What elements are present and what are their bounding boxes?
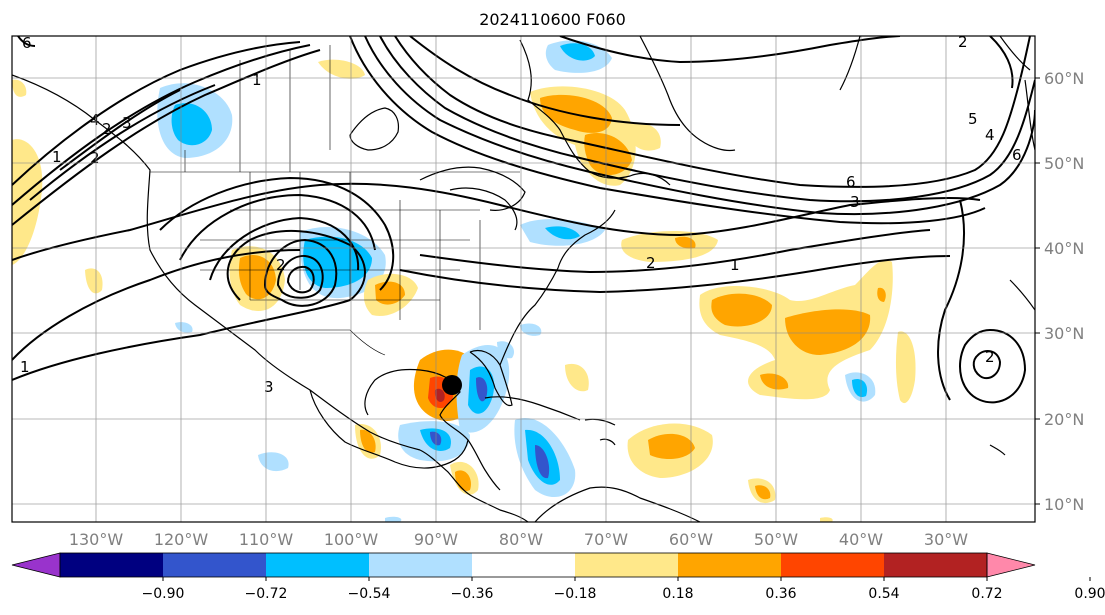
colorbar-frame xyxy=(59,552,988,578)
contour-label: 2 xyxy=(102,120,112,138)
map-frame xyxy=(11,35,1036,523)
contour-label: 4 xyxy=(985,126,995,144)
colorbar-label: 0.90 xyxy=(1074,586,1105,602)
colorbar-label: −0.72 xyxy=(245,586,288,602)
longitude-label: 90°W xyxy=(414,530,458,549)
contour-label: 2 xyxy=(646,254,656,272)
colorbar: −0.90 −0.72 −0.54 −0.36 −0.18 0.18 0.36 0.54 0.7… xyxy=(11,552,1105,602)
contour-label: 2 xyxy=(958,33,968,51)
longitude-label: 80°W xyxy=(499,530,543,549)
contour-label: 3 xyxy=(850,193,860,211)
longitude-axis: 130°W 120°W 110°W 100°W 90°W 80°W 70°W 6… xyxy=(69,530,968,549)
colorbar-label: −0.36 xyxy=(451,586,494,602)
colorbar-swatch xyxy=(678,553,781,577)
contour-label: 3 xyxy=(122,114,132,132)
colorbar-swatch xyxy=(781,553,884,577)
longitude-label: 70°W xyxy=(584,530,628,549)
latitude-label: 30°N xyxy=(1044,324,1084,343)
latitude-label: 40°N xyxy=(1044,239,1084,258)
colorbar-label: 0.54 xyxy=(868,586,899,602)
longitude-label: 120°W xyxy=(154,530,209,549)
latitude-axis: 60°N 50°N 40°N 30°N 20°N 10°N xyxy=(1035,69,1084,514)
map-title: 2024110600 F060 xyxy=(479,10,626,29)
longitude-label: 60°W xyxy=(669,530,713,549)
contour-label: 1 xyxy=(730,256,740,274)
contour-label: 1 xyxy=(20,358,30,376)
colorbar-label: 0.36 xyxy=(765,586,796,602)
contour-label: 4 xyxy=(90,111,100,129)
contour-labels: 6 1 4 2 3 2 1 6 3 2 1 2 3 1 5 4 6 2 2 xyxy=(20,33,1022,396)
longitude-label: 50°W xyxy=(754,530,798,549)
colorbar-swatch xyxy=(575,553,678,577)
colorbar-label: −0.18 xyxy=(554,586,597,602)
colorbar-swatch xyxy=(472,553,575,577)
colorbar-label: −0.54 xyxy=(348,586,391,602)
anomaly-shading xyxy=(12,40,916,522)
colorbar-label: −0.90 xyxy=(142,586,185,602)
latitude-label: 20°N xyxy=(1044,410,1084,429)
contour-label: 2 xyxy=(90,149,100,167)
colorbar-swatch xyxy=(266,553,369,577)
storm-center-marker xyxy=(442,375,462,395)
coastlines xyxy=(12,36,1035,522)
longitude-label: 40°W xyxy=(839,530,883,549)
contour-label: 1 xyxy=(52,148,62,166)
latitude-label: 10°N xyxy=(1044,495,1084,514)
contour-label: 2 xyxy=(276,256,286,274)
contour-label: 6 xyxy=(1012,146,1022,164)
longitude-label: 30°W xyxy=(924,530,968,549)
longitude-label: 110°W xyxy=(239,530,294,549)
contour-label: 6 xyxy=(846,173,856,191)
gridlines xyxy=(12,36,1035,522)
colorbar-swatch xyxy=(163,553,266,577)
colorbar-swatch xyxy=(60,553,163,577)
contour-label: 1 xyxy=(252,71,262,89)
contour-label: 6 xyxy=(22,34,32,52)
borders xyxy=(150,45,520,356)
colorbar-swatch xyxy=(884,553,987,577)
colorbar-swatch xyxy=(369,553,472,577)
colorbar-label: 0.72 xyxy=(971,586,1002,602)
colorbar-extend-high xyxy=(986,552,1036,578)
longitude-label: 100°W xyxy=(324,530,379,549)
latitude-label: 60°N xyxy=(1044,69,1084,88)
longitude-label: 130°W xyxy=(69,530,124,549)
contour-label: 5 xyxy=(968,110,978,128)
contour-label: 3 xyxy=(264,378,274,396)
colorbar-label: 0.18 xyxy=(662,586,693,602)
height-contours xyxy=(12,36,1035,404)
latitude-label: 50°N xyxy=(1044,154,1084,173)
contour-label: 2 xyxy=(985,348,995,366)
colorbar-extend-low xyxy=(11,552,61,578)
